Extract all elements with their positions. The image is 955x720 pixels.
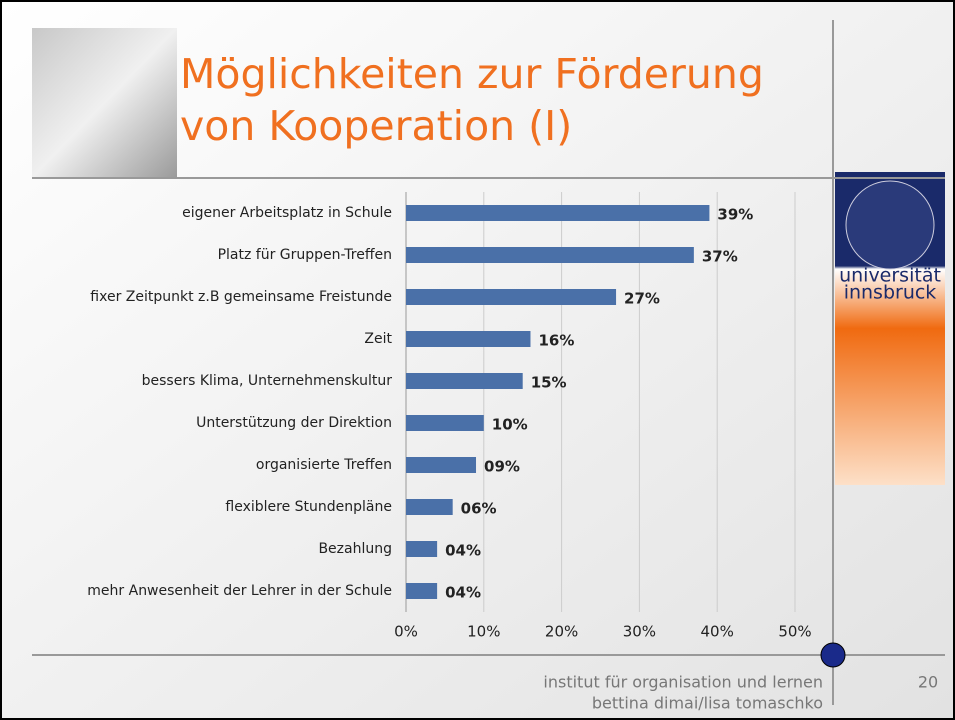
data-label: 27% [624,290,660,308]
dot [821,643,845,667]
bar [406,205,709,221]
x-tick-label: 20% [545,623,578,641]
y-tick-label: Platz für Gruppen-Treffen [218,247,392,263]
y-tick-label: Zeit [364,331,392,347]
data-label: 37% [702,248,738,266]
photo [32,28,177,178]
x-tick-label: 0% [394,623,418,641]
y-tick-label: eigener Arbeitsplatz in Schule [182,205,392,221]
data-label: 04% [445,584,481,602]
bar [406,457,476,473]
y-tick-label: mehr Anwesenheit der Lehrer in der Schul… [87,583,392,599]
y-tick-label: organisierte Treffen [256,457,392,473]
y-tick-label: Bezahlung [318,541,392,557]
data-label: 09% [484,458,520,476]
data-label: 15% [531,374,567,392]
bar [406,541,437,557]
bar [406,583,437,599]
x-tick-label: 50% [778,623,811,641]
x-tick-label: 30% [623,623,656,641]
bar [406,331,530,347]
slide: universität innsbruck institut für organ… [0,0,955,720]
chart-title: Möglichkeiten zur Förderung von Kooperat… [180,48,820,152]
bar [406,247,694,263]
data-label: 06% [461,500,497,518]
footer: bettina dimai/lisa tomaschko [592,694,823,713]
footer: institut für organisation und lernen [543,673,823,692]
data-label: 16% [538,332,574,350]
bar [406,415,484,431]
bar [406,289,616,305]
bar [406,499,453,515]
x-tick-label: 40% [701,623,734,641]
logo-text: innsbruck [844,282,937,304]
data-label: 04% [445,542,481,560]
x-tick-label: 10% [467,623,500,641]
y-tick-label: bessers Klima, Unternehmenskultur [142,373,393,389]
data-label: 39% [717,206,753,224]
y-tick-label: flexiblere Stundenpläne [225,499,392,515]
y-tick-label: fixer Zeitpunkt z.B gemeinsame Freistund… [90,289,392,305]
bar [406,373,523,389]
page-number: 20 [918,673,938,692]
data-label: 10% [492,416,528,434]
logo-seal [846,181,934,269]
y-tick-label: Unterstützung der Direktion [196,415,392,431]
